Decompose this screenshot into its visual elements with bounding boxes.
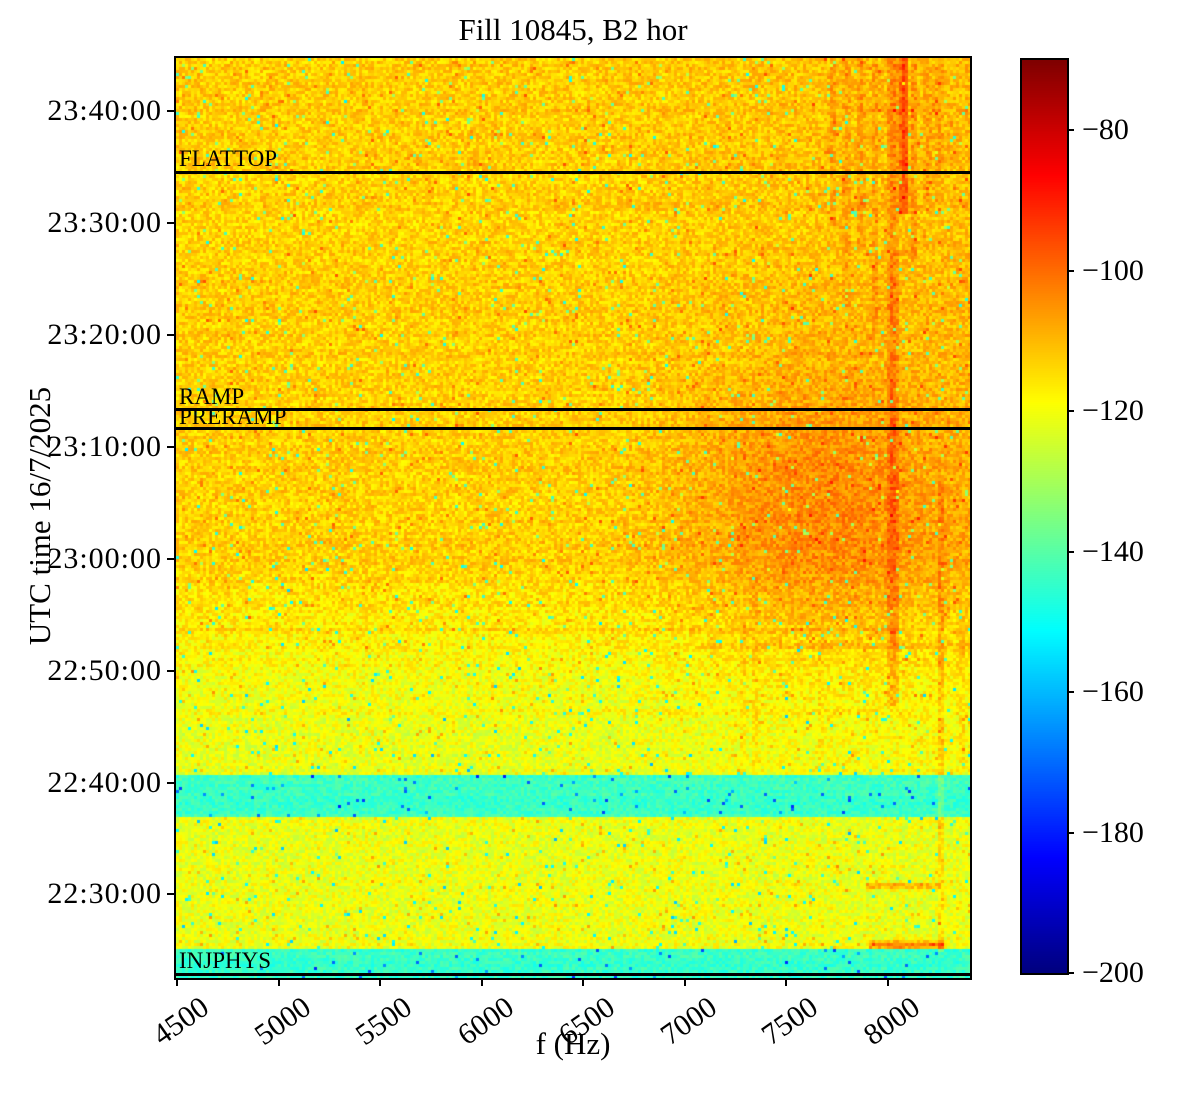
y-tick-mark — [167, 334, 175, 336]
colorbar-tick-label: −160 — [1082, 675, 1144, 709]
beam-mode-line-preramp — [176, 427, 970, 430]
x-tick-mark — [582, 978, 584, 986]
colorbar-tick-mark — [1067, 550, 1074, 553]
y-tick-mark — [167, 893, 175, 895]
beam-mode-label-preramp: PRERAMP — [179, 404, 287, 429]
y-tick-label: 23:30:00 — [47, 206, 162, 239]
y-tick-mark — [167, 558, 175, 560]
colorbar-gradient — [1022, 60, 1067, 973]
colorbar-tick-mark — [1067, 410, 1074, 413]
colorbar-tick-mark — [1067, 831, 1074, 834]
y-tick-mark — [167, 110, 175, 112]
y-tick-label: 22:40:00 — [47, 766, 162, 799]
y-tick-label: 23:20:00 — [47, 318, 162, 351]
x-tick-mark — [278, 978, 280, 986]
beam-mode-line-ramp — [176, 408, 970, 411]
colorbar-tick-label: −80 — [1082, 113, 1129, 147]
x-tick-mark — [481, 978, 483, 986]
y-tick-label: 23:00:00 — [47, 542, 162, 575]
y-tick-label: 23:10:00 — [47, 430, 162, 463]
colorbar — [1020, 58, 1069, 975]
x-tick-mark — [887, 978, 889, 986]
colorbar-tick-label: −100 — [1082, 253, 1144, 287]
y-tick-label: 22:30:00 — [47, 877, 162, 910]
y-tick-label: 23:40:00 — [47, 94, 162, 127]
x-tick-mark — [176, 978, 178, 986]
y-axis-label: UTC time 16/7/2025 — [22, 386, 57, 646]
x-tick-mark — [379, 978, 381, 986]
colorbar-tick-mark — [1067, 269, 1074, 272]
beam-mode-line-flattop — [176, 171, 970, 174]
x-tick-mark — [785, 978, 787, 986]
spectrogram-heatmap — [176, 58, 970, 978]
y-tick-mark — [167, 782, 175, 784]
beam-mode-label-ramp: RAMP — [179, 384, 245, 409]
colorbar-tick-label: −120 — [1082, 394, 1144, 428]
y-tick-mark — [167, 670, 175, 672]
colorbar-tick-mark — [1067, 972, 1074, 974]
plot-area — [174, 56, 972, 980]
beam-mode-label-flattop: FLATTOP — [179, 146, 277, 171]
beam-mode-label-injphys: INJPHYS — [179, 948, 272, 973]
colorbar-tick-mark — [1067, 129, 1074, 132]
y-tick-mark — [167, 446, 175, 448]
y-tick-label: 22:50:00 — [47, 654, 162, 687]
chart-title: Fill 10845, B2 hor — [458, 12, 688, 47]
colorbar-tick-label: −200 — [1082, 956, 1144, 989]
colorbar-tick-label: −180 — [1082, 815, 1144, 849]
x-axis-label: f (Hz) — [535, 1026, 611, 1061]
y-tick-mark — [167, 222, 175, 224]
colorbar-tick-mark — [1067, 691, 1074, 694]
colorbar-tick-label: −140 — [1082, 534, 1144, 568]
beam-mode-line-injphys — [176, 973, 970, 976]
x-tick-mark — [684, 978, 686, 986]
